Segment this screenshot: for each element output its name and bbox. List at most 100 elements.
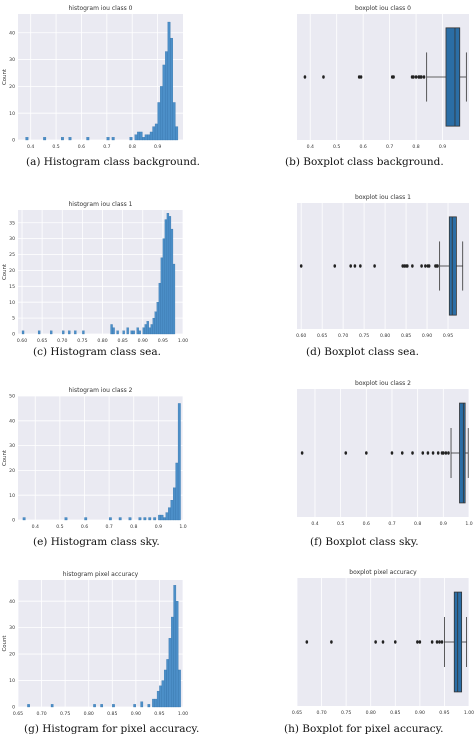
histogram-bar [25, 137, 29, 141]
histogram-bar [37, 330, 41, 335]
x-tick-label: 0.8 [414, 521, 421, 527]
histogram-bar [148, 327, 151, 335]
outlier-point [411, 451, 414, 455]
histogram-bar [168, 507, 171, 521]
y-tick-label: 20 [9, 652, 15, 658]
histogram-bar [22, 517, 26, 521]
outlier-point [421, 451, 425, 455]
outlier-point [424, 264, 427, 268]
outlier-point [431, 451, 435, 455]
outlier-point [300, 451, 304, 455]
histogram-bar [43, 137, 47, 141]
plot-area [18, 396, 183, 520]
x-tick-label: 0.4 [307, 144, 314, 150]
y-tick-label: 30 [9, 57, 15, 63]
x-tick-label: 0.70 [316, 710, 326, 716]
y-tick-label: 20 [9, 268, 15, 274]
histogram-bar [118, 517, 122, 521]
histogram-bar [112, 704, 115, 708]
outlier-point [436, 264, 439, 268]
histogram-bar [172, 263, 176, 335]
outlier-point [344, 451, 348, 455]
x-tick-label: 0.70 [36, 711, 46, 717]
outlier-point [438, 640, 441, 644]
x-tick-label: 0.95 [443, 333, 453, 339]
histogram-bar [158, 514, 161, 521]
chart-title: boxplot iou class 1 [355, 194, 411, 201]
x-tick-label: 0.75 [341, 710, 351, 716]
histogram-bar [138, 330, 141, 335]
x-tick-label: 0.4 [311, 521, 318, 527]
histogram-bar [142, 327, 145, 335]
histogram-bar [152, 126, 156, 141]
outlier-point [330, 640, 333, 644]
outlier-point [400, 451, 404, 455]
x-tick-label: 0.95 [158, 338, 168, 344]
x-tick-label: 0.90 [422, 333, 432, 339]
x-tick-label: 0.6 [78, 144, 85, 150]
y-tick-label: 50 [9, 394, 15, 400]
x-tick-label: 0.65 [292, 710, 302, 716]
histogram-bar [163, 517, 166, 521]
x-tick-label: 0.4 [32, 524, 39, 530]
x-tick-label: 0.6 [81, 524, 88, 530]
histogram-bar [132, 330, 135, 335]
histogram-bar [163, 669, 167, 708]
histogram-bar [112, 327, 115, 335]
y-tick-label: 0 [12, 138, 15, 144]
histogram-bar [167, 21, 171, 141]
histogram-bar [61, 137, 64, 141]
figure-caption: (c) Histogram class sea. [33, 346, 161, 358]
histogram-bar [144, 324, 147, 335]
figure-caption: (g) Histogram for pixel accuracy. [24, 723, 199, 735]
x-tick-label: 0.6 [359, 144, 366, 150]
histogram-bar [100, 704, 104, 708]
x-tick-label: 0.4 [27, 144, 34, 150]
chart-title: boxplot pixel accuracy [349, 569, 417, 576]
histogram-bar [161, 680, 165, 708]
x-tick-label: 0.8 [412, 144, 419, 150]
histogram-bar [175, 462, 179, 521]
outlier-point [442, 451, 445, 455]
histogram-bar [175, 126, 179, 141]
histogram-bar [154, 123, 158, 141]
x-tick-label: 0.95 [154, 711, 164, 717]
histogram-bar [122, 330, 125, 335]
outlier-point [418, 640, 422, 644]
histogram-bar [111, 137, 115, 141]
plot-area [18, 580, 183, 707]
x-tick-label: 0.5 [337, 521, 344, 527]
panel-6: boxplot iou class 2 0.4 0.5 0.6 0.7 0.8 0.9 1.0… [297, 380, 473, 548]
histogram-bar [177, 403, 181, 521]
figure-caption: (e) Histogram class sky. [33, 536, 160, 548]
x-tick-label: 0.80 [366, 710, 376, 716]
histogram-bar [68, 137, 72, 141]
y-tick-label: 30 [9, 443, 15, 449]
panel-2: boxplot iou class 0 0.4 0.5 0.6 0.7 0.8 0.9 (b)… [285, 5, 469, 168]
y-tick-label: 10 [9, 300, 15, 306]
histogram-bar [143, 517, 147, 521]
histogram-bar [134, 134, 138, 141]
histogram-bar [133, 704, 137, 708]
iqr-box [459, 402, 466, 504]
outlier-point [393, 640, 397, 644]
outlier-point [359, 264, 362, 268]
y-tick-label: 10 [9, 678, 15, 684]
iqr-box [445, 27, 461, 127]
x-tick-label: 0.7 [388, 521, 395, 527]
histogram-bar [108, 517, 112, 521]
x-tick-label: 0.85 [107, 711, 117, 717]
y-tick-label: 30 [9, 236, 15, 242]
y-tick-label: 25 [9, 252, 15, 258]
y-tick-label: 10 [9, 493, 15, 499]
y-tick-label: 40 [9, 418, 15, 424]
x-tick-label: 0.5 [333, 144, 340, 150]
histogram-bar [171, 616, 174, 708]
histogram-bar [126, 327, 129, 335]
histogram-bar [137, 131, 140, 141]
panel-1: histogram iou class 0 0.4 0.5 0.6 0.7 0.8 0.9 0… [2, 5, 200, 168]
panel-5: histogram iou class 2 0.4 0.5 0.6 0.7 0.8 0.9 1… [2, 387, 187, 548]
histogram-bar [158, 282, 162, 335]
histogram-bar [21, 330, 25, 335]
histogram-bar [166, 659, 170, 708]
